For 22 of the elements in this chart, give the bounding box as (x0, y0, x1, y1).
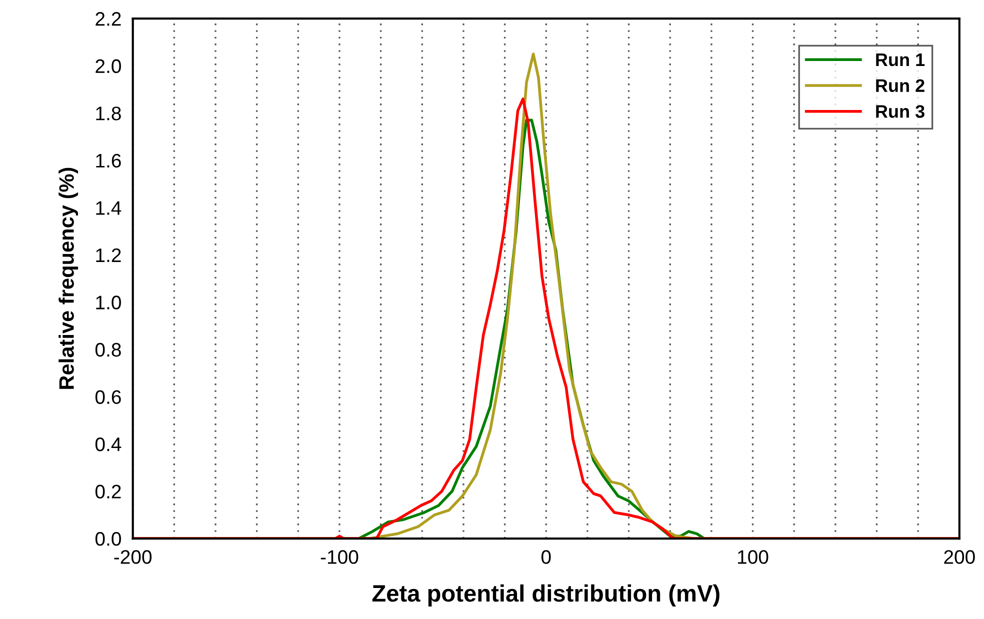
y-tick-label: 0.8 (95, 342, 121, 357)
legend-label: Run 2 (876, 79, 924, 92)
y-tick-label: 0.2 (95, 484, 121, 498)
y-tick-label: 2.0 (96, 59, 121, 74)
y-tick-label: 0.0 (95, 532, 121, 546)
y-tick-label: 1.0 (96, 296, 121, 310)
x-tick-label: -200 (114, 550, 152, 564)
y-tick-label: 1.8 (96, 106, 121, 120)
y-axis-title: Relative frequency (%) (58, 168, 78, 389)
y-tick-label: 2.2 (96, 12, 121, 26)
y-tick-label: 0.6 (95, 390, 121, 404)
legend-label: Run 1 (876, 54, 925, 66)
y-tick-label: 1.6 (96, 154, 121, 168)
x-tick-label: 100 (738, 550, 768, 564)
x-axis-title: Zeta potential distribution (mV) (372, 584, 720, 606)
x-tick-label: 200 (944, 550, 975, 564)
y-tick-label: 0.4 (95, 437, 122, 452)
y-tick-label: 1.4 (96, 201, 122, 215)
y-tick-label: 1.2 (96, 248, 121, 262)
x-tick-label: -100 (320, 550, 358, 564)
x-tick-label: 0 (541, 550, 551, 564)
legend-label: Run 3 (876, 105, 924, 118)
